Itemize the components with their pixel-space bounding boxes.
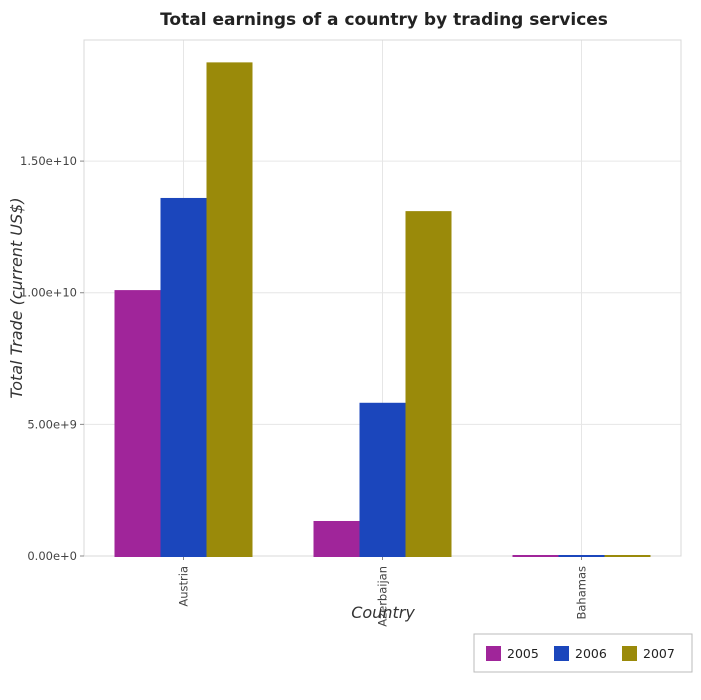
y-axis: 0.00e+0 5.00e+9 1.00e+10 1.50e+10: [20, 154, 84, 563]
bar-austria-2006: [160, 197, 207, 557]
x-axis-label: Country: [351, 603, 415, 622]
x-tick-label: Bahamas: [575, 566, 589, 620]
x-tick-label: Austria: [177, 566, 191, 607]
bar-azerbaijan-2007: [405, 211, 452, 557]
bar-austria-2005: [114, 290, 161, 556]
legend-swatch-2007: [622, 646, 637, 661]
legend-box: [473, 633, 693, 673]
legend-label-2005: 2005: [507, 646, 539, 661]
y-tick-label: 1.50e+10: [20, 154, 77, 168]
y-tick-label: 0.00e+0: [27, 549, 77, 563]
y-axis-label: Total Trade (current US$): [7, 197, 26, 398]
y-tick-label: 5.00e+9: [27, 417, 77, 431]
legend-label-2007: 2007: [643, 646, 675, 661]
legend-swatch-2006: [554, 646, 569, 661]
x-tick-label: Azerbaijan: [376, 566, 390, 627]
chart-title: Total earnings of a country by trading s…: [160, 10, 608, 30]
legend-label-2006: 2006: [575, 646, 607, 661]
bar-austria-2007: [206, 62, 253, 556]
bar-azerbaijan-2005: [313, 520, 360, 556]
y-tick-label: 1.00e+10: [20, 286, 77, 300]
legend-swatch-2005: [486, 646, 501, 661]
bars: [114, 62, 651, 557]
bar-azerbaijan-2006: [359, 402, 406, 556]
legend: 2005 2006 2007: [473, 633, 693, 673]
